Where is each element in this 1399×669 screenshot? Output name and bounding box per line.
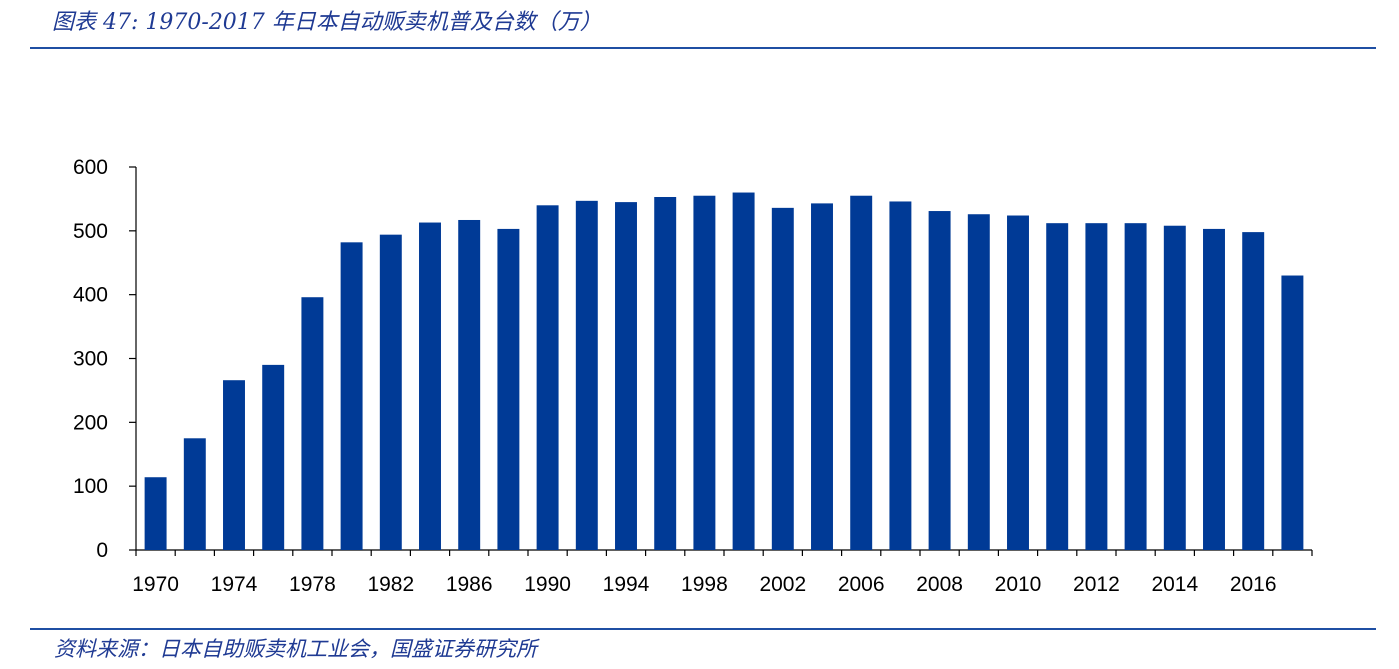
x-tick-label: 1994 — [603, 573, 650, 596]
x-tick-label: 1986 — [446, 573, 493, 596]
bar-1990 — [536, 205, 559, 551]
y-tick-label: 0 — [96, 539, 108, 562]
x-tick-label: 1998 — [681, 573, 728, 596]
bar-1978 — [301, 297, 324, 550]
x-tick-label: 2010 — [995, 573, 1042, 596]
bar-2014 — [1163, 225, 1186, 550]
x-tick-label: 1978 — [289, 573, 336, 596]
bar-1986 — [458, 219, 481, 550]
bar-1984 — [419, 222, 441, 550]
bar-2010 — [1007, 215, 1029, 550]
bar-2009 — [967, 214, 990, 550]
x-tick-label: 2002 — [759, 573, 806, 596]
x-axis: 1970 1974 1978 1982 1986 1990 1994 1998 2002 2006… — [132, 549, 1313, 596]
x-tick-label: 1970 — [132, 573, 179, 596]
bar-1976 — [262, 364, 285, 550]
bar-2000 — [732, 192, 755, 551]
bar-series — [144, 192, 1304, 551]
y-tick-label: 100 — [73, 475, 108, 498]
bar-2012 — [1085, 223, 1108, 550]
y-tick-label: 200 — [73, 411, 108, 434]
bar-1994 — [615, 202, 637, 550]
bar-2011 — [1046, 223, 1069, 550]
bar-1974 — [223, 380, 245, 550]
bar-2013 — [1124, 223, 1147, 550]
bar-2004 — [811, 203, 833, 550]
x-tick-label: 2016 — [1230, 573, 1277, 596]
bar-1972 — [183, 438, 206, 550]
bar-1970 — [144, 477, 167, 550]
bar-2015 — [1203, 228, 1225, 550]
bar-1982 — [379, 234, 402, 550]
x-tick-label: 2008 — [916, 573, 963, 596]
source-note: 资料来源：日本自助贩卖机工业会，国盛证券研究所 — [54, 637, 537, 661]
x-tick-label: 1990 — [524, 573, 571, 596]
bar-2002 — [771, 207, 794, 550]
bar-1988 — [497, 228, 520, 550]
bar-1980 — [340, 242, 363, 550]
bottom-rule — [30, 628, 1376, 630]
bar-1996 — [654, 197, 677, 551]
y-axis: 0 100 200 300 400 500 600 — [73, 156, 137, 562]
x-tick-label: 2014 — [1151, 573, 1198, 596]
y-tick-label: 400 — [73, 284, 108, 307]
y-tick-label: 600 — [73, 156, 108, 179]
x-tick-label: 2006 — [838, 573, 885, 596]
figure-title: 图表 47: 1970-2017 年日本自动贩卖机普及台数（万） — [52, 10, 602, 35]
top-rule — [30, 47, 1376, 49]
bar-2008 — [928, 211, 951, 551]
y-tick-label: 500 — [73, 220, 108, 243]
x-tick-label: 1974 — [211, 573, 258, 596]
bar-2017 — [1281, 275, 1304, 550]
bar-2007 — [889, 201, 912, 550]
bar-1992 — [575, 200, 598, 550]
x-tick-label: 2012 — [1073, 573, 1120, 596]
bar-1998 — [693, 195, 716, 550]
x-tick-label: 1982 — [367, 573, 414, 596]
bar-2016 — [1242, 232, 1265, 551]
y-tick-label: 300 — [73, 348, 108, 371]
bar-2006 — [850, 195, 873, 550]
